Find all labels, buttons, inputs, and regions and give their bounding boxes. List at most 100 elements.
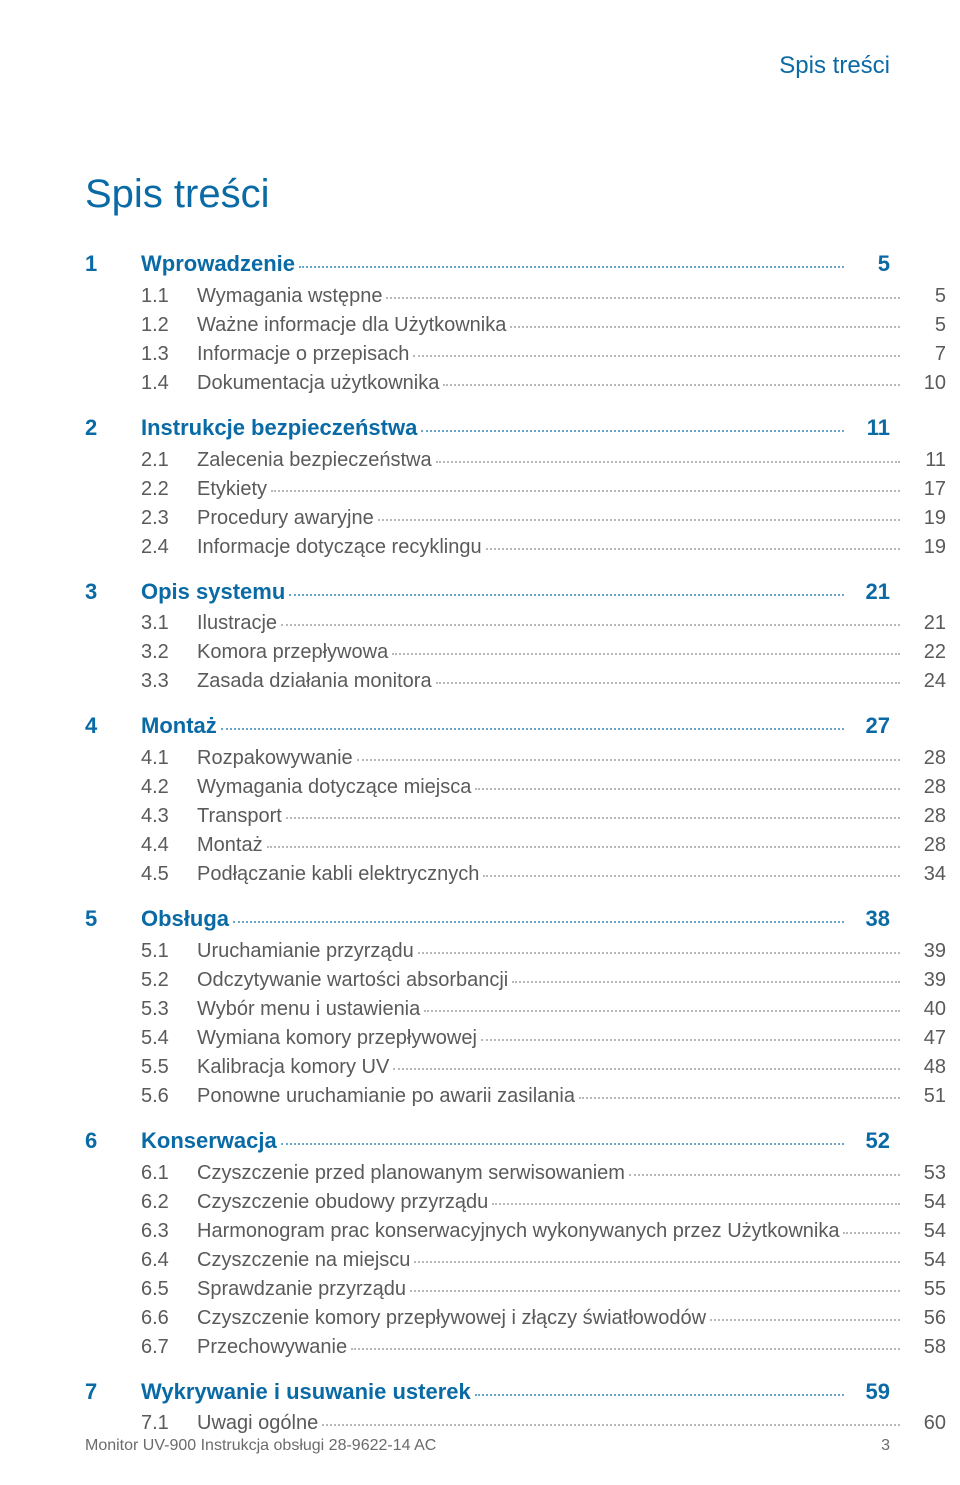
toc-section-number: 6.7 <box>141 1334 197 1361</box>
toc-page-number: 51 <box>906 1083 946 1110</box>
toc-entry-level2[interactable]: 3.1Ilustracje21 <box>141 610 946 637</box>
toc-section-title: Montaż <box>197 832 263 859</box>
toc-entry-level2[interactable]: 6.1Czyszczenie przed planowanym serwisow… <box>141 1160 946 1187</box>
toc-chapter-number: 4 <box>85 711 141 741</box>
toc-leader <box>512 981 900 983</box>
toc-section-title: Wymagania dotyczące miejsca <box>197 774 471 801</box>
toc-section-title: Czyszczenie na miejscu <box>197 1247 410 1274</box>
toc-entry-level2[interactable]: 3.2Komora przepływowa22 <box>141 639 946 666</box>
toc-section-number: 1.3 <box>141 341 197 368</box>
toc-leader <box>322 1424 900 1426</box>
toc-section-title: Podłączanie kabli elektrycznych <box>197 861 479 888</box>
toc-page-number: 56 <box>906 1305 946 1332</box>
toc-leader <box>475 1394 844 1396</box>
toc-entry-level2[interactable]: 2.3Procedury awaryjne19 <box>141 505 946 532</box>
toc-entry-level2[interactable]: 6.3Harmonogram prac konserwacyjnych wyko… <box>141 1218 946 1245</box>
toc-chapter-title: Wprowadzenie <box>141 249 295 279</box>
toc-entry-level2[interactable]: 6.2Czyszczenie obudowy przyrządu54 <box>141 1189 946 1216</box>
toc-entry-level2[interactable]: 6.6Czyszczenie komory przepływowej i złą… <box>141 1305 946 1332</box>
toc-section-number: 4.3 <box>141 803 197 830</box>
toc-leader <box>221 728 844 730</box>
toc-page-number: 7 <box>906 341 946 368</box>
toc-page-number: 28 <box>906 774 946 801</box>
toc-entry-level2[interactable]: 5.4Wymiana komory przepływowej47 <box>141 1025 946 1052</box>
toc-entry-level2[interactable]: 5.1Uruchamianie przyrządu39 <box>141 938 946 965</box>
toc-section-number: 6.6 <box>141 1305 197 1332</box>
toc-entry-level2[interactable]: 5.6Ponowne uruchamianie po awarii zasila… <box>141 1083 946 1110</box>
toc-entry-level2[interactable]: 5.2Odczytywanie wartości absorbancji39 <box>141 967 946 994</box>
toc-leader <box>281 1143 844 1145</box>
toc-entry-level2[interactable]: 5.3Wybór menu i ustawienia40 <box>141 996 946 1023</box>
toc-entry-level2[interactable]: 7.1Uwagi ogólne60 <box>141 1410 946 1437</box>
toc-entry-level2[interactable]: 4.3Transport28 <box>141 803 946 830</box>
toc-entry-level2[interactable]: 1.4Dokumentacja użytkownika10 <box>141 370 946 397</box>
toc-entry-level1[interactable]: 4Montaż 27 <box>85 711 890 741</box>
toc-chapter-number: 3 <box>85 577 141 607</box>
toc-section-number: 3.1 <box>141 610 197 637</box>
toc-section-number: 2.1 <box>141 447 197 474</box>
toc-section: 3Opis systemu213.1Ilustracje213.2Komora … <box>85 577 890 696</box>
toc-entry-level1[interactable]: 5Obsługa38 <box>85 904 890 934</box>
toc-entry-level2[interactable]: 4.2Wymagania dotyczące miejsca28 <box>141 774 946 801</box>
toc-entry-level2[interactable]: 4.5Podłączanie kabli elektrycznych34 <box>141 861 946 888</box>
toc-section-number: 1.1 <box>141 283 197 310</box>
toc-section-number: 5.1 <box>141 938 197 965</box>
toc-section-title: Dokumentacja użytkownika <box>197 370 439 397</box>
toc-section-title: Uwagi ogólne <box>197 1410 318 1437</box>
toc-entry-level1[interactable]: 1Wprowadzenie5 <box>85 249 890 279</box>
toc-entry-level2[interactable]: 1.1Wymagania wstępne5 <box>141 283 946 310</box>
toc-page-number: 21 <box>850 577 890 607</box>
toc-page-number: 27 <box>850 711 890 741</box>
toc-entry-level2[interactable]: 5.5Kalibracja komory UV48 <box>141 1054 946 1081</box>
toc-page-number: 10 <box>906 370 946 397</box>
toc-entry-level2[interactable]: 6.5Sprawdzanie przyrządu55 <box>141 1276 946 1303</box>
toc-entry-level1[interactable]: 2Instrukcje bezpieczeństwa11 <box>85 413 890 443</box>
toc-page-number: 28 <box>906 803 946 830</box>
toc-leader <box>299 266 844 268</box>
toc-section-number: 7.1 <box>141 1410 197 1437</box>
toc-section: 7Wykrywanie i usuwanie usterek 59 7.1Uwagi… <box>85 1377 890 1438</box>
toc-chapter-number: 7 <box>85 1377 141 1407</box>
toc-entry-level2[interactable]: 6.4Czyszczenie na miejscu54 <box>141 1247 946 1274</box>
toc-section-number: 6.5 <box>141 1276 197 1303</box>
toc-leader <box>436 461 900 463</box>
toc-leader <box>286 817 900 819</box>
toc-entry-level2[interactable]: 4.4Montaż28 <box>141 832 946 859</box>
toc-chapter-number: 2 <box>85 413 141 443</box>
toc-leader <box>414 1261 900 1263</box>
toc-leader <box>424 1010 900 1012</box>
toc-leader <box>357 759 900 761</box>
toc-chapter-title: Montaż <box>141 711 217 741</box>
toc-entry-level2[interactable]: 2.4Informacje dotyczące recyklingu19 <box>141 534 946 561</box>
toc-section-number: 2.2 <box>141 476 197 503</box>
toc-entry-level2[interactable]: 4.1Rozpakowywanie28 <box>141 745 946 772</box>
toc-entry-level1[interactable]: 7Wykrywanie i usuwanie usterek 59 <box>85 1377 890 1407</box>
toc-section-number: 5.3 <box>141 996 197 1023</box>
toc-entry-level2[interactable]: 3.3Zasada działania monitora24 <box>141 668 946 695</box>
toc-chapter-number: 6 <box>85 1126 141 1156</box>
toc-entry-level2[interactable]: 1.2Ważne informacje dla Użytkownika5 <box>141 312 946 339</box>
toc-page-number: 47 <box>906 1025 946 1052</box>
toc-entry-level2[interactable]: 6.7Przechowywanie58 <box>141 1334 946 1361</box>
toc-page-number: 54 <box>906 1247 946 1274</box>
toc-entry-level2[interactable]: 2.1Zalecenia bezpieczeństwa11 <box>141 447 946 474</box>
toc-leader <box>483 875 900 877</box>
toc-chapter-title: Wykrywanie i usuwanie usterek <box>141 1377 471 1407</box>
toc-page-number: 5 <box>850 249 890 279</box>
toc-section-title: Kalibracja komory UV <box>197 1054 389 1081</box>
toc-section-number: 3.2 <box>141 639 197 666</box>
toc-page-number: 39 <box>906 967 946 994</box>
toc-section-number: 4.4 <box>141 832 197 859</box>
toc-section-number: 4.5 <box>141 861 197 888</box>
toc-section-title: Czyszczenie komory przepływowej i złączy… <box>197 1305 706 1332</box>
toc-entry-level2[interactable]: 2.2Etykiety17 <box>141 476 946 503</box>
toc-page-number: 48 <box>906 1054 946 1081</box>
toc-page-number: 59 <box>850 1377 890 1407</box>
toc-leader <box>267 846 900 848</box>
footer-doc-id: Monitor UV-900 Instrukcja obsługi 28-962… <box>85 1435 436 1457</box>
toc-section-title: Informacje o przepisach <box>197 341 409 368</box>
toc-entry-level1[interactable]: 6Konserwacja52 <box>85 1126 890 1156</box>
toc-entry-level1[interactable]: 3Opis systemu21 <box>85 577 890 607</box>
toc-section-title: Uruchamianie przyrządu <box>197 938 414 965</box>
toc-entry-level2[interactable]: 1.3Informacje o przepisach 7 <box>141 341 946 368</box>
